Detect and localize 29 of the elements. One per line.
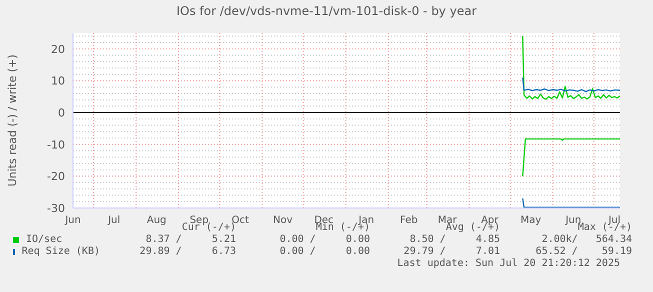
x-tick-label: Jun [64,215,81,226]
y-axis-title: Units read (-) / write (+) [6,54,19,187]
line-series [522,36,620,100]
y-tick-label: 10 [51,74,65,88]
legend-label: Req Size (KB) [22,246,100,258]
text: 0.00 / 0.00 [278,234,370,246]
x-tick-label: Jun [564,215,582,226]
text: 0.00 / 0.00 [278,246,370,258]
text: 8.37 / 5.21 [144,234,236,246]
y-tick-label: 0 [58,106,65,120]
text: 65.52 / 59.19 [534,246,632,258]
x-tick-label: May [520,215,542,226]
y-tick-label: 20 [51,42,65,56]
x-tick-label: Aug [146,215,166,226]
legend-label: IO/sec [26,234,62,246]
chart-title: IOs for /dev/vds-nvme-11/vm-101-disk-0 - by year [175,4,478,18]
y-tick-label: -20 [47,170,65,184]
x-tick-label: Oct [232,215,249,226]
x-tick-label: Jul [107,215,120,226]
x-tick-label: Nov [272,215,293,226]
text: 29.89 / 6.73 [138,246,236,258]
x-tick-label: Feb [400,215,418,226]
text: 2.00k/ 564.34 [540,234,632,246]
line-series [522,76,620,92]
y-tick-label: -10 [47,138,65,152]
text: Last update: Sun Jul 20 21:20:12 2025 [396,258,620,270]
text: 8.50 / 4.85 [408,234,500,246]
y-tick-label: -30 [47,202,65,215]
text: 29.79 / 7.01 [402,246,500,258]
